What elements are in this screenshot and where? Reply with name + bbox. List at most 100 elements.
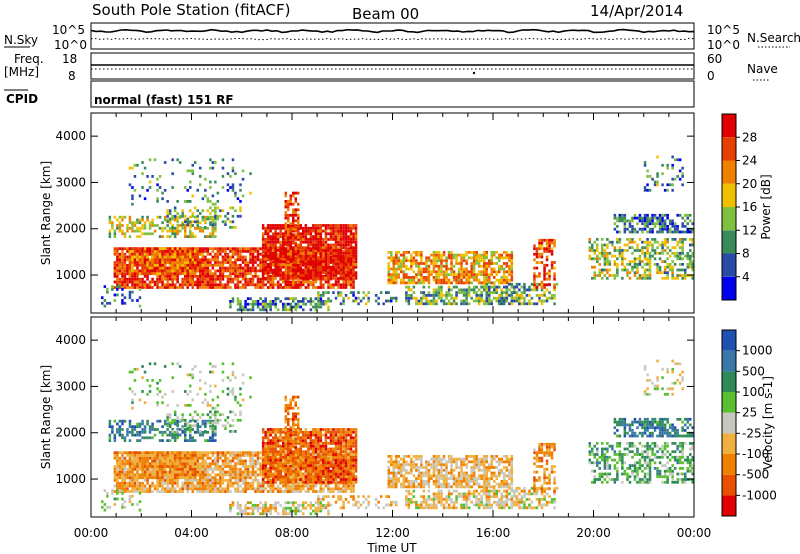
- velocity-cell: [143, 467, 147, 471]
- power-cell: [344, 286, 348, 289]
- power-cell: [342, 286, 345, 289]
- power-cell: [292, 219, 295, 223]
- power-cell: [349, 229, 353, 233]
- power-cell: [601, 271, 604, 275]
- power-cell: [666, 257, 669, 261]
- power-cell: [173, 286, 177, 289]
- power-cell: [131, 221, 134, 225]
- power-cell: [490, 251, 494, 254]
- power-cell: [236, 252, 240, 256]
- power-cell: [189, 209, 192, 213]
- power-cell: [226, 212, 230, 215]
- velocity-cell: [254, 487, 257, 491]
- power-cell: [643, 251, 647, 255]
- power-cell: [337, 271, 340, 275]
- velocity-cell: [143, 487, 147, 491]
- power-cell: [287, 225, 290, 228]
- power-cell: [505, 276, 509, 279]
- power-cell: [684, 274, 687, 277]
- power-cell: [648, 188, 652, 192]
- power-cell: [214, 263, 217, 267]
- n-tick-high-right: 10^5: [707, 23, 740, 37]
- power-cell: [221, 175, 225, 178]
- power-cell: [189, 277, 192, 281]
- power-cell: [214, 221, 217, 225]
- power-cell: [289, 286, 293, 289]
- power-cell: [206, 252, 210, 256]
- power-cell: [209, 247, 212, 251]
- power-cell: [239, 280, 242, 284]
- power-cell: [402, 259, 406, 263]
- power-cell: [184, 186, 187, 189]
- power-cell: [261, 226, 265, 230]
- power-cell: [646, 276, 649, 280]
- power-cell: [503, 299, 506, 303]
- power-cell: [209, 212, 212, 215]
- power-cell: [329, 260, 333, 263]
- power-cell: [435, 251, 438, 254]
- power-cell: [289, 280, 293, 284]
- power-cell: [309, 238, 313, 241]
- power-cell: [460, 267, 463, 271]
- power-cell: [425, 262, 428, 265]
- power-cell: [390, 281, 393, 285]
- power-cell: [500, 281, 504, 285]
- power-cell: [151, 269, 154, 273]
- power-cell: [103, 304, 107, 308]
- power-cell: [307, 263, 310, 266]
- power-cell: [646, 268, 649, 272]
- power-cell: [269, 235, 272, 238]
- velocity-cell: [161, 454, 164, 457]
- power-cell: [689, 249, 692, 252]
- power-cell: [184, 229, 187, 233]
- power-cell: [352, 266, 355, 270]
- power-cell: [158, 263, 162, 267]
- power-cell: [678, 238, 682, 241]
- power-cell: [430, 302, 433, 306]
- power-cell: [475, 256, 478, 260]
- power-cell: [297, 280, 300, 284]
- power-cell: [173, 277, 177, 281]
- power-cell: [337, 229, 340, 233]
- velocity-cell: [241, 481, 245, 485]
- power-cell: [226, 277, 230, 281]
- power-cell: [455, 294, 458, 297]
- power-cell: [163, 277, 167, 281]
- power-cell: [108, 221, 112, 225]
- power-cell: [550, 266, 554, 270]
- velocity-cell: [116, 462, 119, 466]
- velocity-cell: [206, 479, 210, 482]
- power-cell: [545, 238, 549, 242]
- power-cell: [211, 202, 215, 206]
- power-cell: [302, 276, 305, 280]
- velocity-cell: [211, 451, 215, 455]
- power-cell: [678, 263, 682, 266]
- power-cell: [344, 274, 348, 277]
- power-cell: [656, 251, 659, 255]
- power-cell: [196, 286, 200, 289]
- power-cell: [234, 258, 237, 262]
- power-cell: [314, 268, 318, 272]
- power-cell: [397, 262, 401, 265]
- power-cell: [402, 276, 406, 279]
- power-cell: [648, 222, 652, 226]
- power-cell: [289, 213, 293, 217]
- power-cell: [603, 243, 607, 247]
- power-cell: [297, 258, 300, 262]
- power-cell: [676, 268, 679, 272]
- power-cell: [324, 280, 328, 284]
- power-cell: [289, 260, 293, 263]
- power-cell: [447, 285, 451, 289]
- power-cell: [510, 273, 514, 276]
- power-cell: [259, 308, 262, 312]
- power-cell: [673, 238, 677, 241]
- power-cell: [334, 240, 338, 244]
- power-cell: [294, 208, 298, 212]
- power-cell: [596, 260, 599, 263]
- velocity-cell: [141, 487, 144, 491]
- power-cell: [191, 283, 195, 287]
- power-cell: [309, 283, 313, 287]
- power-cell: [503, 296, 506, 300]
- power-cell: [307, 240, 310, 244]
- power-cell: [332, 283, 335, 287]
